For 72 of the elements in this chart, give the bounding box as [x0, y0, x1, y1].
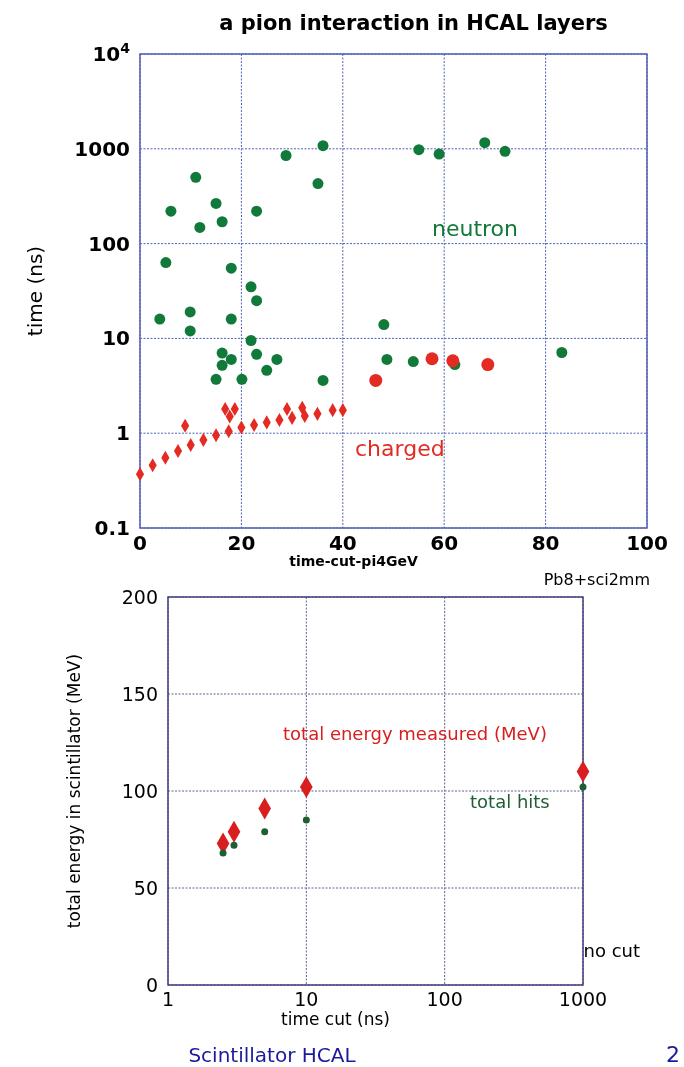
point: [317, 140, 329, 152]
y-tick-label: 50: [133, 876, 158, 899]
x-tick-label: 100: [626, 531, 668, 555]
point: [190, 171, 202, 183]
series-label: total hits: [470, 791, 550, 812]
text: 2: [666, 1042, 680, 1067]
y-tick-label: 100: [121, 779, 158, 802]
x-tick-label: 60: [430, 531, 459, 555]
y-tick-label: 200: [121, 585, 158, 608]
point: [210, 373, 222, 385]
text: Scintillator HCAL: [188, 1043, 357, 1067]
x-tick-label: 10: [294, 988, 319, 1010]
y-tick-label: 150: [121, 682, 158, 705]
chart-title: a pion interaction in HCAL layers: [219, 11, 608, 35]
text: neutron: [432, 216, 519, 241]
x-tick-label: 100: [426, 988, 463, 1010]
y-tick-label: 10$^{4}$: [92, 40, 131, 66]
x-axis-title: time cut (ns): [281, 1009, 390, 1029]
y-tick-label: 0: [145, 973, 158, 996]
point: [369, 373, 383, 387]
series-label: charged: [355, 436, 445, 461]
point: [425, 352, 439, 366]
point: [216, 216, 228, 228]
point: [381, 353, 393, 365]
point: [446, 354, 460, 368]
point: [165, 205, 177, 217]
point: [481, 358, 495, 372]
point: [556, 347, 568, 358]
x-tick-label: 1: [161, 988, 175, 1010]
point: [479, 137, 491, 149]
y-tick-label: 0.1: [94, 516, 130, 540]
point: [194, 221, 206, 233]
text: no cut: [583, 940, 640, 961]
x-tick-label: 1000: [558, 988, 608, 1010]
point: [271, 353, 283, 365]
point: [245, 281, 257, 293]
x-tick-label: 40: [328, 531, 357, 555]
point: [280, 150, 292, 161]
text: total energy measured (MeV): [283, 723, 547, 744]
x-tick-label: 20: [227, 531, 256, 555]
point: [251, 348, 263, 360]
point: [261, 364, 273, 376]
point: [378, 319, 390, 331]
point: [407, 356, 419, 368]
y-tick-label: 100: [88, 231, 130, 256]
text: Pb8+sci2mm: [543, 570, 650, 589]
point: [154, 313, 166, 325]
point: [317, 374, 329, 386]
point: [245, 335, 257, 346]
y-tick-label: 1000: [74, 136, 130, 161]
point: [184, 306, 196, 318]
y-tick-label: 1: [116, 421, 130, 446]
point: [160, 257, 172, 269]
point: [225, 353, 237, 365]
point: [184, 325, 196, 337]
point: [210, 197, 222, 209]
point: [312, 178, 324, 190]
point: [216, 347, 228, 359]
point: [225, 262, 237, 274]
y-axis-title: time (ns): [23, 245, 47, 337]
y-tick-label: 10: [102, 326, 130, 351]
point: [251, 295, 263, 307]
x-tick-label: 80: [531, 531, 560, 555]
point: [433, 148, 445, 160]
point: [499, 145, 511, 157]
point: [225, 313, 237, 325]
point: [216, 359, 228, 371]
y-axis-title: total energy in scintillator (MeV): [64, 653, 84, 929]
point: [236, 373, 248, 385]
point: [251, 205, 263, 217]
x-axis-title: time-cut-pi4GeV: [289, 553, 418, 569]
point: [413, 144, 425, 156]
